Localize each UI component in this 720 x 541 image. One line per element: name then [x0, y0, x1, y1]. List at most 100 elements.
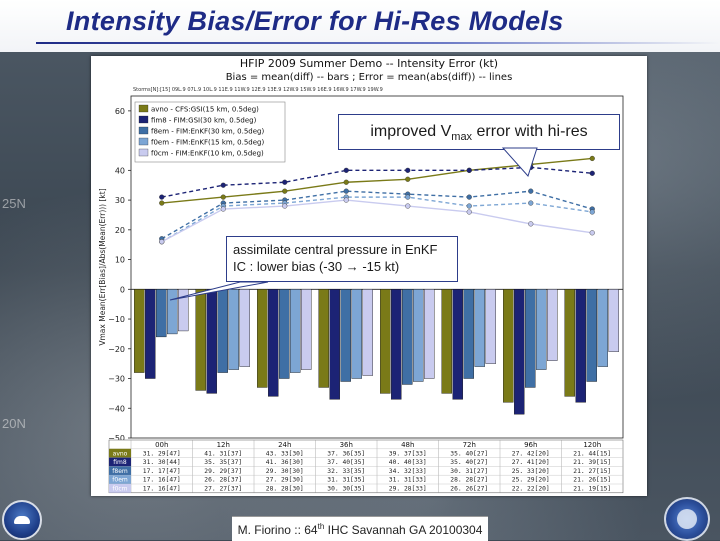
table-cell-f8em: 34. 32[33]	[389, 468, 427, 475]
legend-label-f0cm: f0cm - FIM:EnKF(10 km, 0.5deg)	[151, 150, 264, 158]
bias-bar-fim8	[575, 289, 586, 403]
error-point-f0cm	[589, 230, 595, 236]
bias-bar-f8em	[156, 289, 167, 338]
bias-bar-f8em	[525, 289, 536, 388]
bias-bar-avno	[564, 289, 575, 397]
table-cell-f0cm: 28. 28[30]	[266, 486, 304, 493]
table-cell-f0cm: 29. 28[33]	[389, 486, 427, 493]
noaa-logo	[2, 500, 42, 540]
legend-label-avno: avno - CFS:GSI(15 km, 0.5deg)	[151, 106, 259, 114]
error-line-fim8	[161, 166, 593, 198]
table-header-24h: 24h	[278, 441, 291, 449]
error-point-avno	[343, 179, 349, 185]
legend-swatch-f0em	[138, 137, 149, 146]
chart-storms-line: Storms[N]:[15] 09L.9 07L.9 10L.9 11E.9 1…	[133, 87, 383, 93]
table-row-label-f0cm: f0cm	[112, 486, 127, 493]
y-tick-label: 60	[115, 107, 125, 116]
bias-bar-f8em	[217, 289, 228, 373]
table-row-swatch-fim8	[109, 457, 131, 467]
legend-swatch-f0cm	[138, 148, 149, 157]
table-row-swatch-avno	[109, 448, 131, 458]
y-tick-label: −30	[108, 375, 125, 384]
table-cell-f8em: 17. 17[47]	[143, 468, 181, 475]
table-cell-f0cm: 27. 27[37]	[204, 486, 242, 493]
error-point-f0em	[466, 203, 472, 209]
error-point-f0em	[589, 209, 595, 215]
error-point-avno	[589, 155, 595, 162]
legend-label-f0em: f0em - FIM:EnKF(15 km, 0.5deg)	[151, 139, 264, 147]
error-point-fim8	[528, 164, 534, 170]
error-point-f0cm	[282, 203, 288, 209]
y-tick-label: 10	[115, 256, 125, 265]
bias-bar-avno	[134, 289, 145, 373]
bias-bar-f0em	[167, 289, 178, 335]
table-cell-fim8: 21. 39[15]	[573, 459, 611, 466]
esrl-logo	[664, 497, 710, 541]
bias-bar-fim8	[268, 289, 279, 397]
error-point-f8em	[343, 188, 349, 194]
bias-bar-f0cm	[178, 289, 189, 332]
bias-bar-f0cm	[485, 289, 496, 364]
table-row-swatch-f0em	[109, 475, 131, 484]
bias-bar-avno	[257, 289, 268, 388]
footer-text: M. Fiorino :: 64th IHC Savannah GA 20100…	[232, 522, 488, 537]
table-cell-f0em: 31. 31[35]	[327, 477, 365, 484]
annotation-vmax-sub: max	[451, 131, 473, 144]
bias-bar-fim8	[514, 289, 525, 415]
table-header-36h: 36h	[340, 441, 353, 449]
error-point-f0cm	[466, 209, 472, 215]
legend-swatch-avno	[138, 104, 149, 113]
table-cell-fim8: 31. 30[44]	[143, 459, 181, 466]
table-header-00h: 00h	[155, 441, 168, 449]
table-cell-avno: 21. 44[15]	[573, 450, 611, 457]
table-cell-avno: 37. 36[35]	[327, 450, 365, 457]
y-tick-label: −50	[108, 434, 125, 443]
bias-bar-f0cm	[239, 289, 250, 367]
bias-bar-f0cm	[547, 289, 558, 361]
y-tick-label: 20	[115, 226, 125, 235]
annotation-vmax-post: error with hi-res	[472, 123, 588, 140]
bias-bar-fim8	[206, 289, 217, 394]
table-cell-f0cm: 26. 26[27]	[450, 486, 488, 493]
error-point-avno	[405, 176, 411, 182]
table-row-swatch-f0cm	[109, 484, 131, 493]
table-row-label-fim8: fim8	[113, 459, 127, 466]
bias-bar-fim8	[329, 289, 340, 400]
error-line-f0em	[161, 196, 593, 243]
bias-bar-f8em	[586, 289, 597, 382]
bias-bar-avno	[195, 289, 206, 391]
bias-bar-f8em	[279, 289, 290, 379]
bias-bar-f0cm	[424, 289, 435, 379]
table-cell-fim8: 40. 40[33]	[389, 459, 427, 466]
annotation-vmax-pre: improved V	[370, 123, 452, 140]
table-cell-avno: 39. 37[33]	[389, 450, 427, 457]
error-point-f8em	[466, 194, 472, 200]
lat-label-20n: 20N	[2, 416, 26, 431]
error-point-f0cm	[343, 197, 349, 203]
y-tick-label: −20	[108, 345, 125, 354]
error-point-avno	[159, 200, 165, 206]
legend-swatch-fim8	[138, 115, 149, 124]
table-cell-f0em: 21. 26[15]	[573, 477, 611, 484]
error-point-f0cm	[528, 221, 534, 227]
chart-subtitle: Bias = mean(diff) -- bars ; Error = mean…	[226, 72, 513, 83]
table-cell-fim8: 37. 40[35]	[327, 459, 365, 466]
table-cell-f8em: 29. 29[37]	[204, 468, 242, 475]
legend-label-fim8: fim8 - FIM:GSI(30 km, 0.5deg)	[151, 117, 257, 125]
y-tick-label: 30	[115, 196, 125, 205]
table-cell-f8em: 25. 33[20]	[512, 468, 550, 475]
table-row-label-avno: avno	[113, 450, 128, 457]
bias-bar-avno	[380, 289, 391, 394]
bias-bar-f0cm	[362, 289, 373, 376]
table-cell-f0cm: 22. 22[20]	[512, 486, 550, 493]
table-cell-f0em: 17. 16[47]	[143, 477, 181, 484]
error-point-f0em	[405, 194, 411, 200]
table-cell-f8em: 29. 30[30]	[266, 468, 304, 475]
title-underline	[36, 42, 720, 44]
error-point-avno	[220, 194, 226, 200]
bias-bar-avno	[318, 289, 329, 388]
table-header-48h: 48h	[401, 441, 414, 449]
legend-swatch-f8em	[138, 126, 149, 135]
y-axis-label: Vmax Mean(Err[Bias]/Abs(Mean(Err))) [kt]	[98, 188, 107, 345]
noaa-logo-bird	[14, 516, 30, 524]
